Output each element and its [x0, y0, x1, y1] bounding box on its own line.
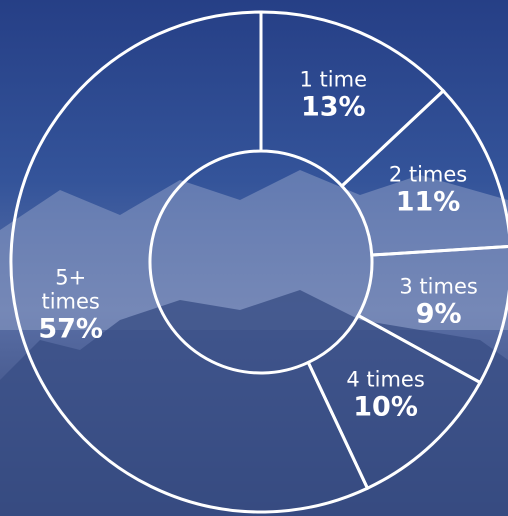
- donut-segment: [339, 88, 508, 257]
- value-label: 13%: [300, 91, 366, 123]
- category-label: 2 times: [388, 162, 468, 187]
- donut-segment: [9, 10, 370, 514]
- segment-label: 1 time 13%: [273, 67, 393, 122]
- category-label: 3 times: [399, 274, 478, 299]
- segment-label: 2 times 11%: [368, 162, 488, 217]
- value-label: 10%: [353, 391, 418, 423]
- category-label: 4 times: [346, 367, 425, 392]
- city: [0, 290, 508, 516]
- segment-label: 5+ times 57%: [31, 265, 111, 344]
- category-label: 1 time: [299, 67, 367, 92]
- segment-label: 4 times 10%: [326, 367, 446, 422]
- value-label: 57%: [38, 313, 103, 345]
- mountains: [0, 170, 508, 330]
- segment-label: 3 times 9%: [379, 274, 499, 329]
- donut-segment: [259, 10, 446, 189]
- category-label: 5+ times: [41, 264, 100, 314]
- value-label: 11%: [395, 186, 461, 218]
- value-label: 9%: [415, 298, 462, 330]
